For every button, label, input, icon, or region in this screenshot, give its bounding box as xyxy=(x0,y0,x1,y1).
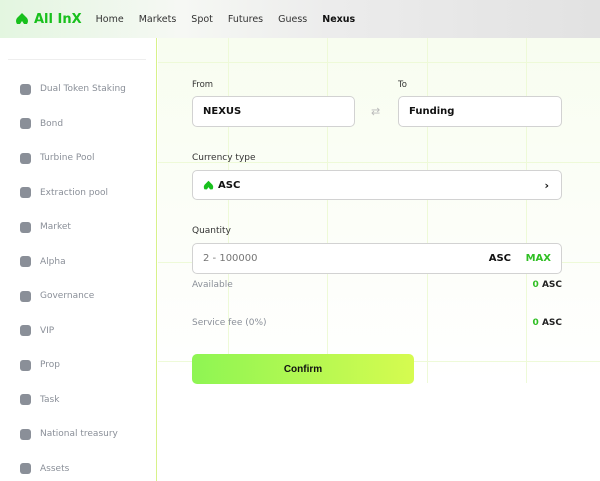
nav-futures[interactable]: Futures xyxy=(227,13,264,25)
logo[interactable]: All InX xyxy=(15,12,82,27)
sidebar-item-national-treasury[interactable]: National treasury xyxy=(20,426,118,442)
asc-token-icon xyxy=(203,180,214,189)
nav-nexus[interactable]: Nexus xyxy=(322,13,356,25)
sidebar-item-turbine-pool[interactable]: Turbine Pool xyxy=(20,150,94,166)
sidebar-item-assets[interactable]: Assets xyxy=(20,461,69,477)
nav-spot[interactable]: Spot xyxy=(191,13,213,25)
nav-markets[interactable]: Markets xyxy=(138,13,177,25)
service-fee-value: 0 ASC xyxy=(532,318,562,328)
assets-icon xyxy=(20,463,31,474)
from-label: From xyxy=(192,80,214,90)
divider xyxy=(8,59,146,60)
from-value: NEXUS xyxy=(203,106,242,117)
nav-guess[interactable]: Guess xyxy=(278,13,308,25)
to-select[interactable]: Funding xyxy=(398,96,562,127)
sidebar-item-market[interactable]: Market xyxy=(20,219,71,235)
sidebar: Dual Token Staking Bond Turbine Pool Extrac… xyxy=(0,38,157,481)
sidebar-item-governance[interactable]: Governance xyxy=(20,288,94,304)
coins-icon xyxy=(20,83,31,95)
quantity-label: Quantity xyxy=(192,226,231,236)
sidebar-item-task[interactable]: Task xyxy=(20,392,59,408)
market-icon xyxy=(20,221,31,233)
sidebar-item-label: Turbine Pool xyxy=(40,153,95,163)
swap-icon[interactable]: ⇄ xyxy=(371,105,381,118)
prop-icon xyxy=(20,359,31,371)
alpha-icon xyxy=(20,256,31,267)
service-fee-label: Service fee (0%) xyxy=(192,318,267,328)
task-icon xyxy=(20,394,31,405)
top-navbar: All InX Home Markets Spot Futures Guess Nexus xyxy=(0,0,600,38)
sidebar-item-label: VIP xyxy=(40,325,55,336)
extraction-icon xyxy=(20,187,31,198)
turbine-icon xyxy=(20,152,31,164)
vip-icon xyxy=(20,325,31,336)
sidebar-item-label: Dual Token Staking xyxy=(40,84,126,94)
bank-icon xyxy=(20,428,31,440)
to-value: Funding xyxy=(409,106,455,117)
sidebar-item-label: National treasury xyxy=(40,429,118,439)
sidebar-item-label: Alpha xyxy=(40,256,66,267)
sidebar-item-vip[interactable]: VIP xyxy=(20,323,54,339)
sidebar-item-label: Task xyxy=(40,394,60,405)
quantity-unit: ASC xyxy=(488,253,511,264)
sidebar-item-label: Governance xyxy=(40,291,95,301)
sidebar-item-extraction-pool[interactable]: Extraction pool xyxy=(20,185,108,201)
sidebar-item-bond[interactable]: Bond xyxy=(20,116,63,132)
sidebar-item-dual-token-staking[interactable]: Dual Token Staking xyxy=(20,81,126,97)
quantity-field[interactable]: ASC MAX xyxy=(192,243,562,274)
sidebar-item-label: Prop xyxy=(40,360,60,370)
confirm-button[interactable]: Confirm xyxy=(192,354,414,384)
transfer-panel: From To NEXUS ⇄ Funding Currency type AS… xyxy=(158,38,600,481)
brand-name: All InX xyxy=(34,11,82,27)
bond-icon xyxy=(20,118,31,129)
max-button[interactable]: MAX xyxy=(525,253,551,264)
to-label: To xyxy=(398,80,407,90)
sidebar-item-label: Extraction pool xyxy=(40,187,109,198)
sidebar-item-prop[interactable]: Prop xyxy=(20,357,60,373)
nav-home[interactable]: Home xyxy=(95,13,124,25)
sidebar-item-label: Bond xyxy=(40,118,64,129)
quantity-input[interactable] xyxy=(203,253,423,264)
currency-label: Currency type xyxy=(192,153,256,163)
sidebar-item-alpha[interactable]: Alpha xyxy=(20,254,66,270)
currency-value: ASC xyxy=(218,179,241,191)
background-grid xyxy=(158,38,600,383)
sidebar-item-label: Assets xyxy=(40,463,70,474)
governance-icon xyxy=(20,290,31,302)
sidebar-item-label: Market xyxy=(40,222,71,232)
from-select[interactable]: NEXUS xyxy=(192,96,355,127)
available-label: Available xyxy=(192,280,233,290)
currency-select[interactable]: ASC › xyxy=(192,170,562,200)
chevron-right-icon: › xyxy=(544,178,549,192)
available-value: 0 ASC xyxy=(532,280,562,290)
logo-icon xyxy=(16,13,28,24)
